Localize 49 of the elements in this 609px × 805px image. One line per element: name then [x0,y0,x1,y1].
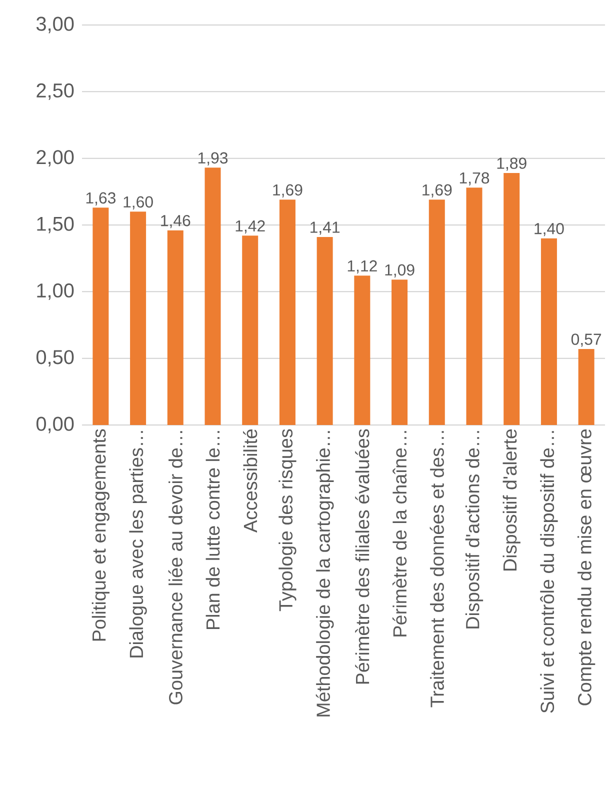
x-tick-label: Gouvernance liée au devoir de… [168,431,182,704]
bar [167,230,184,425]
bar [504,172,520,425]
x-tick-label: Plan de lutte contre le… [206,431,220,629]
bar [578,348,594,425]
x-tick-label: Dialogue avec les parties… [129,431,147,658]
bar [242,236,258,425]
x-tick-label: Dispositif d'alerte [502,429,520,571]
x-tick-label: Compte rendu de mise en œuvre [577,429,596,706]
data-label: 1,40 [534,222,564,236]
data-label: 1,78 [460,172,490,186]
data-label: 1,60 [124,196,153,210]
y-tick-label: 1,00 [37,283,74,300]
bar [130,212,146,425]
x-tick-label: Périmètre de la chaîne… [392,431,407,636]
x-tick-label: Dispositif d'actions de… [465,431,484,628]
x-tick-label: Politique et engagements [92,429,110,641]
x-tick-label: Suivi et contrôle du dispositif de… [540,431,558,713]
data-label: 1,42 [236,220,265,234]
x-tick-label: Périmètre des filiales évaluées [355,429,370,684]
bar [540,238,557,425]
y-tick-label: 2,50 [36,83,74,100]
y-tick-label: 1,50 [37,216,74,234]
data-label: 1,89 [497,158,526,171]
data-label: 1,63 [86,192,116,206]
x-tick-label: Accessibilité [243,429,258,533]
data-label: 0,57 [571,334,602,347]
bar [354,276,370,425]
data-label: 1,12 [348,260,377,274]
data-label: 1,69 [273,184,302,198]
x-tick-label: Traitement des données et des… [430,431,444,708]
y-tick-label: 0,50 [36,350,74,367]
data-label: 1,93 [198,152,228,166]
y-tick-label: 3,00 [36,16,74,34]
x-tick-label: Typologie des risques [278,429,296,612]
x-tick-label: Méthodologie de la cartographie… [316,431,334,716]
data-label: 1,41 [310,222,340,235]
bar [92,208,109,425]
bar [316,236,333,425]
bar [392,280,408,425]
data-label: 1,69 [422,184,452,198]
bar [428,200,445,425]
y-tick-label: 2,00 [36,150,74,167]
y-tick-label: 0,00 [36,416,74,434]
bar [466,188,482,425]
data-label: 1,09 [385,264,414,278]
bar [204,168,221,425]
data-label: 1,46 [161,214,190,228]
bar [279,200,296,425]
